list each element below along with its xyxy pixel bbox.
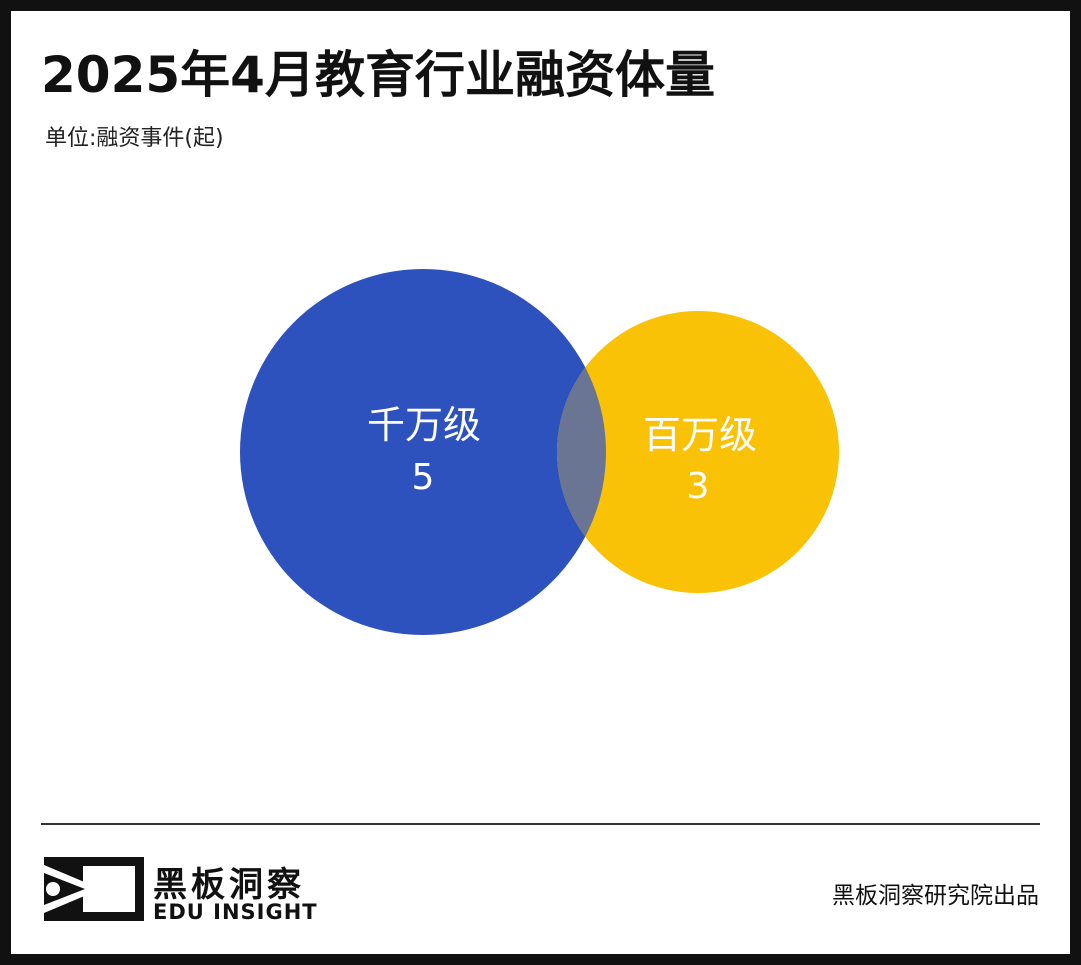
source-credit: 黑板洞察研究院出品 [832,883,1039,909]
edu-insight-logo-icon [44,857,144,921]
chart-card: 2025年4月教育行业融资体量 单位:融资事件(起) 千万级 5 百万级 3 黑… [11,11,1070,954]
logo-chinese-name: 黑板洞察 [153,865,305,905]
logo-english-name: EDU INSIGHT [153,900,318,924]
footer-divider [41,823,1040,825]
chart-title: 2025年4月教育行业融资体量 [41,46,715,104]
set-label-million: 百万级 [643,413,757,457]
set-value-million: 3 [687,466,710,507]
set-label-ten-million: 千万级 [367,403,481,447]
circle-tier-million [557,311,839,593]
circle-tier-ten-million [240,269,606,635]
unit-label: 单位:融资事件(起) [45,126,224,151]
set-value-ten-million: 5 [412,457,435,498]
venn-diagram: 千万级 5 百万级 3 [240,269,839,635]
